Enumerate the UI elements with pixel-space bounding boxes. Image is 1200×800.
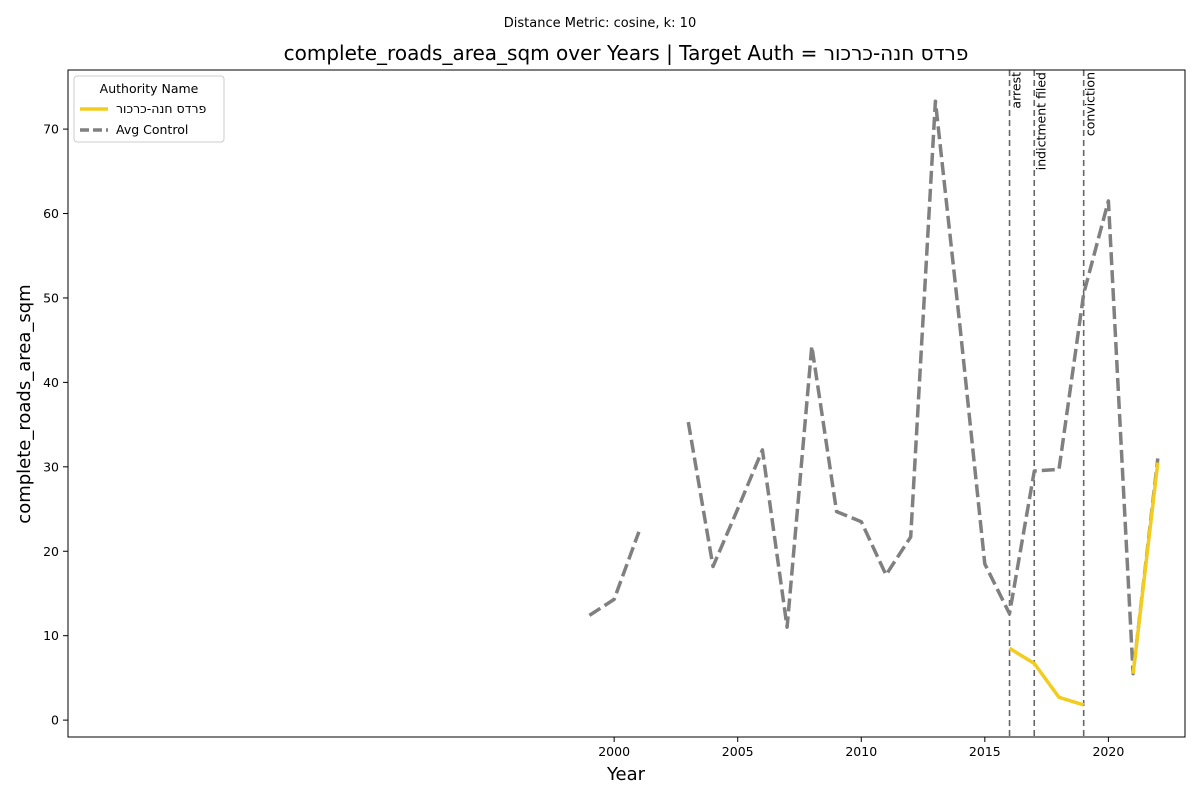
event-markers: arrest indictment filed conviction — [1009, 70, 1098, 737]
y-axis-label: complete_roads_area_sqm — [14, 284, 35, 523]
legend: Authority Name פרדס חנה-כרכור Avg Contro… — [73, 75, 225, 143]
legend-label-target: פרדס חנה-כרכור — [116, 101, 207, 116]
y-tick-label: 50 — [43, 290, 59, 305]
event-label: arrest — [1009, 72, 1024, 109]
y-tick-label: 60 — [43, 206, 59, 221]
legend-box — [73, 75, 225, 143]
control-series-line — [588, 531, 641, 617]
y-tick-label: 30 — [43, 459, 59, 474]
control-series-line — [686, 99, 1160, 676]
y-axis: 0 10 20 30 40 50 60 70 — [43, 122, 68, 728]
chart-suptitle: Distance Metric: cosine, k: 10 — [504, 16, 696, 31]
x-tick-label: 2015 — [969, 744, 1001, 759]
plot-frame — [67, 69, 1186, 738]
legend-title: Authority Name — [100, 81, 199, 96]
x-tick-label: 2000 — [598, 744, 630, 759]
chart-title: complete_roads_area_sqm over Years | Tar… — [284, 41, 969, 65]
x-tick-label: 2020 — [1092, 744, 1124, 759]
y-tick-label: 70 — [43, 122, 59, 137]
event-label: indictment filed — [1033, 72, 1048, 170]
x-axis: 2000 2005 2010 2015 2020 — [598, 737, 1124, 759]
x-tick-label: 2005 — [722, 744, 754, 759]
y-tick-label: 20 — [43, 544, 59, 559]
series-lines — [588, 99, 1160, 707]
x-tick-label: 2010 — [845, 744, 877, 759]
legend-label-control: Avg Control — [116, 122, 188, 137]
y-tick-label: 0 — [51, 713, 59, 728]
target-series-line — [1131, 462, 1160, 674]
y-tick-label: 10 — [43, 628, 59, 643]
event-label: conviction — [1083, 72, 1098, 136]
x-axis-label: Year — [606, 764, 646, 785]
y-tick-label: 40 — [43, 375, 59, 390]
target-series-line — [1008, 646, 1085, 707]
